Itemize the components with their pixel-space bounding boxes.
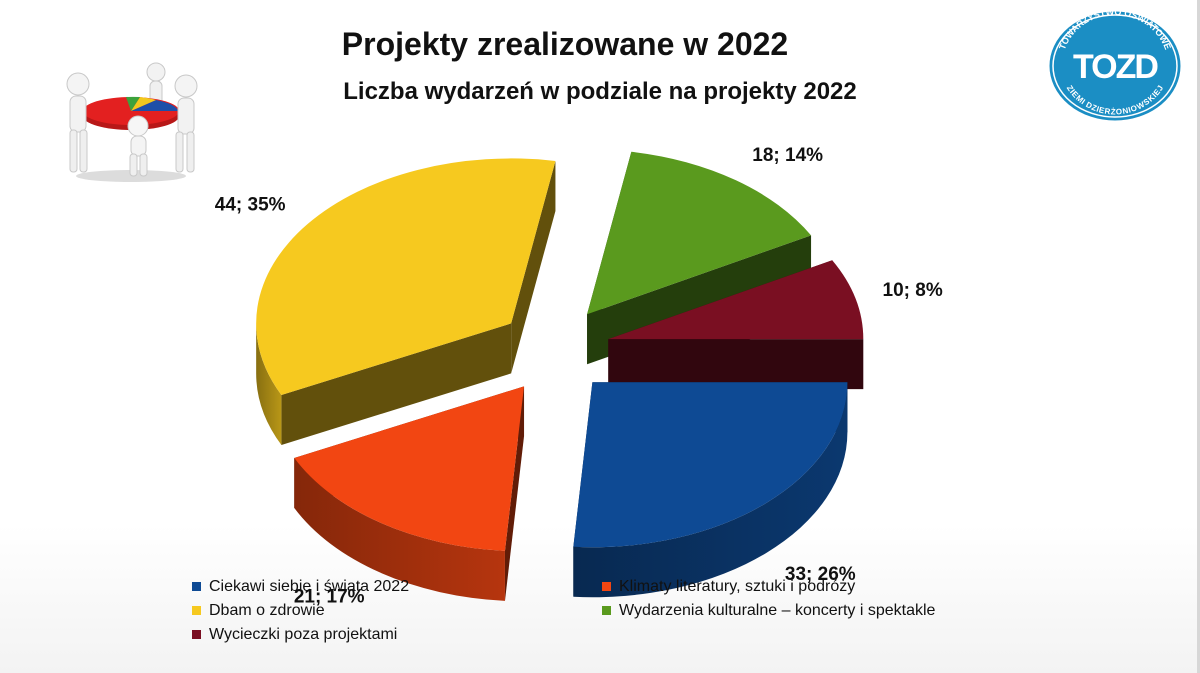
pie-slice-top: [608, 260, 864, 340]
legend-label: Klimaty literatury, sztuki i podróży: [619, 577, 856, 595]
legend-swatch: [602, 606, 611, 615]
pie-slice-top: [573, 382, 848, 548]
data-label-dbam-o-zdrowie: 44; 35%: [215, 195, 286, 216]
legend-item-klimaty-literatury-sztuki-i-podrozy: Klimaty literatury, sztuki i podróży: [602, 576, 1012, 597]
pie-slice-side-wall: [511, 160, 556, 374]
pie-slice-klimaty-literatury-sztuki-i-podrozy: [294, 386, 525, 601]
legend-label: Ciekawi siebie i świata 2022: [209, 577, 410, 595]
legend-item-wydarzenia-kulturalne-koncerty-i-spektakle: Wydarzenia kulturalne – koncerty i spekt…: [602, 600, 1012, 621]
team-pie-chart-figures-icon: [66, 62, 198, 182]
legend-label: Dbam o zdrowie: [209, 601, 325, 619]
pie-slice-side-wall: [504, 386, 525, 601]
chart-title: Liczba wydarzeń w podziale na projekty 2…: [343, 78, 857, 105]
legend-swatch: [192, 630, 201, 639]
logo-monogram: TOZD: [1073, 48, 1158, 86]
pie-slice-top: [587, 151, 812, 315]
data-label-ciekawi-siebie-i-swiata-2022: 33; 26%: [785, 564, 856, 585]
organization-logo: TOWARZYSTWO OŚWIATOWE ZIEMI DZIERŻONIOWS…: [1046, 7, 1184, 124]
legend-item-dbam-o-zdrowie: Dbam o zdrowie: [192, 600, 602, 621]
chart-legend: Ciekawi siebie i świata 2022 Klimaty lite…: [192, 576, 1012, 645]
legend-swatch: [192, 606, 201, 615]
legend-swatch: [192, 582, 201, 591]
pie-slice-ciekawi-siebie-i-swiata-2022: [573, 382, 848, 598]
pie-slice-dbam-o-zdrowie: [256, 158, 556, 446]
pie-slice-side-wall: [608, 339, 864, 390]
data-label-wycieczki-poza-projektami: 10; 8%: [883, 280, 943, 301]
legend-item-ciekawi-siebie-i-swiata-2022: Ciekawi siebie i świata 2022: [192, 576, 602, 597]
legend-item-wycieczki-poza-projektami: Wycieczki poza projektami: [192, 624, 602, 645]
pie-slice-rim: [573, 382, 848, 598]
slide-title: Projekty zrealizowane w 2022: [341, 26, 789, 62]
pie-slice-side-wall: [281, 323, 512, 446]
pie-slice-wycieczki-poza-projektami: [608, 260, 864, 390]
pie-slice-rim: [294, 457, 505, 601]
legend-label: Wycieczki poza projektami: [209, 625, 398, 643]
data-label-wydarzenia-kulturalne-koncerty-i-spektakle: 18; 14%: [752, 145, 823, 166]
pie-slice-top: [294, 386, 525, 551]
legend-swatch: [602, 582, 611, 591]
pie-slice-rim: [256, 323, 282, 446]
data-label-klimaty-literatury-sztuki-i-podrozy: 21; 17%: [294, 586, 365, 607]
legend-label: Wydarzenia kulturalne – koncerty i spekt…: [619, 601, 936, 619]
pie-slice-top: [256, 158, 556, 396]
